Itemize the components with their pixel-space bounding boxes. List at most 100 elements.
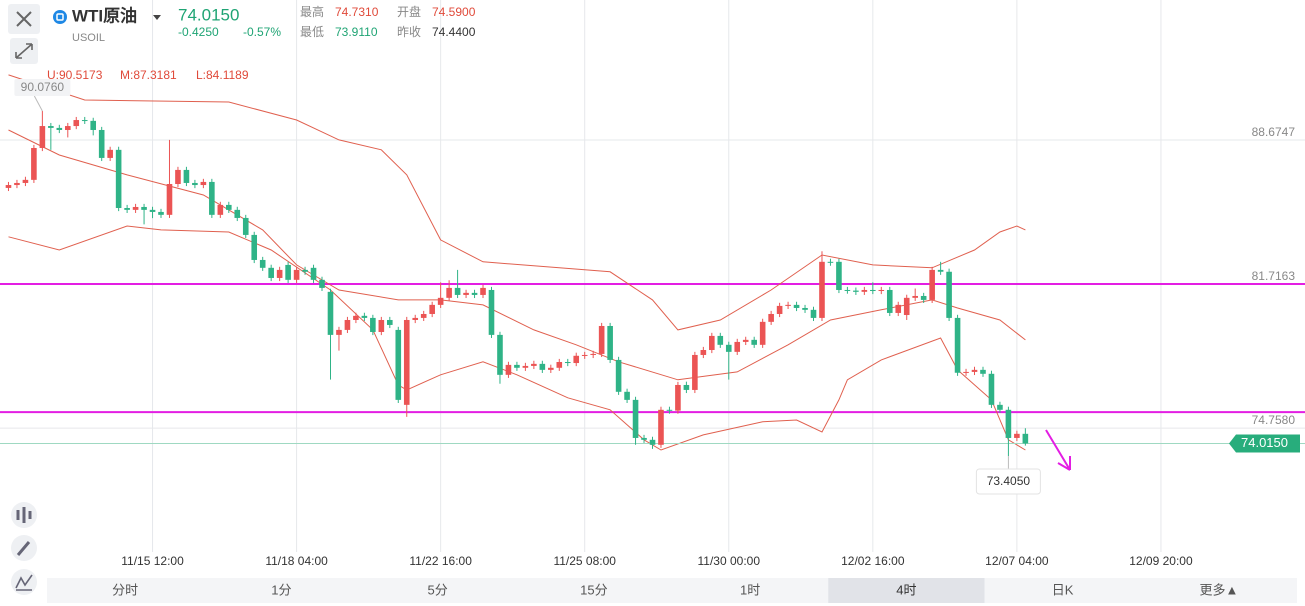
boll-middle: M:87.3181 xyxy=(120,68,177,82)
expand-icon xyxy=(15,43,33,59)
candle-body xyxy=(827,261,834,263)
candle-body xyxy=(997,404,1003,410)
candle-body xyxy=(370,317,376,332)
symbol-icon-inner xyxy=(56,13,64,21)
x-tick-label: 11/15 12:00 xyxy=(121,554,184,568)
symbol-name[interactable]: WTI原油 xyxy=(72,5,137,25)
candle-body xyxy=(420,313,427,318)
candle-body xyxy=(403,319,410,405)
stat-label: 开盘 xyxy=(397,4,421,19)
candle-body xyxy=(234,209,241,218)
candle-body xyxy=(759,321,766,345)
candle-body xyxy=(488,289,495,335)
candle-body xyxy=(963,371,969,373)
x-tick-label: 11/30 00:00 xyxy=(698,554,761,568)
max-box xyxy=(14,79,71,96)
candle-body xyxy=(22,179,29,183)
candle-body xyxy=(980,369,986,374)
candle-body xyxy=(454,287,461,295)
symbol-code: USOIL xyxy=(72,32,105,44)
candle-body xyxy=(632,399,639,438)
candle-body xyxy=(954,317,961,373)
candle-body xyxy=(548,367,554,370)
candle-body xyxy=(107,149,113,158)
candle-body xyxy=(683,384,690,390)
tab-label: 更多▲ xyxy=(1199,582,1238,597)
draw-icon xyxy=(16,541,31,556)
stat-value: 74.5900 xyxy=(432,5,476,19)
tab-label: 1分 xyxy=(271,582,291,597)
candle-body xyxy=(217,204,224,215)
candle-body xyxy=(810,309,817,318)
candle-body xyxy=(819,261,825,318)
candle-body xyxy=(539,363,546,370)
candle-body xyxy=(209,181,215,215)
stat-label: 昨收 xyxy=(397,25,421,39)
candle-body xyxy=(946,271,952,318)
candle-body xyxy=(878,289,885,292)
candle-body xyxy=(387,319,393,325)
tab-label: 4时 xyxy=(896,582,916,597)
candle-body xyxy=(836,261,842,290)
candle-body xyxy=(802,307,808,310)
line-icon xyxy=(15,574,33,591)
candle-body xyxy=(319,279,325,288)
y-tick-label: 74.7580 xyxy=(1252,413,1296,427)
candle-body xyxy=(5,185,12,188)
bollinger-band xyxy=(8,74,1026,331)
change: -0.4250 xyxy=(178,25,219,39)
stat-label: 最低 xyxy=(300,25,324,39)
candle-body xyxy=(751,339,757,345)
candle-body xyxy=(310,267,317,280)
boll-upper: U:90.5173 xyxy=(47,68,103,82)
x-tick-label: 11/18 04:00 xyxy=(265,554,328,568)
candle-body xyxy=(505,364,512,375)
last-price-tag xyxy=(1229,434,1300,453)
candle-body xyxy=(259,259,266,268)
candle-body xyxy=(861,289,868,292)
drawn-arrow xyxy=(1045,429,1071,471)
boll-lower: L:84.1189 xyxy=(196,68,249,82)
candle-body xyxy=(607,325,613,360)
x-tick-label: 12/07 04:00 xyxy=(985,554,1049,568)
tab-bar xyxy=(47,578,1297,603)
dropdown-arrow[interactable] xyxy=(153,15,161,20)
candle-body xyxy=(514,364,520,368)
candle-body xyxy=(870,289,876,292)
candle-body xyxy=(734,341,741,352)
candle-body xyxy=(1022,433,1029,444)
close-icon xyxy=(16,11,32,27)
candle-body xyxy=(48,126,54,128)
candle-body xyxy=(692,354,698,390)
tab-label: 15分 xyxy=(580,582,607,597)
candle-body xyxy=(937,269,944,272)
candle-body xyxy=(429,304,435,314)
candle-body xyxy=(1005,409,1012,438)
candle-body xyxy=(56,127,63,130)
stat-value: 74.7310 xyxy=(335,5,379,19)
max-label: 90.0760 xyxy=(21,80,65,94)
plot: 88.6747 81.7163 74.7580 11/15 12:00 11/18 04… xyxy=(0,0,1305,568)
candle-body xyxy=(353,315,359,320)
candle-body xyxy=(742,339,749,342)
candle-body xyxy=(64,126,71,130)
candle-body xyxy=(929,269,935,300)
candle-body xyxy=(344,319,351,330)
candle-body xyxy=(573,355,580,364)
candle-body xyxy=(124,208,130,210)
stat-value: 74.4400 xyxy=(432,25,476,39)
candle-body xyxy=(251,234,258,260)
min-box xyxy=(975,468,1041,495)
tab[interactable] xyxy=(828,578,985,603)
candle-body xyxy=(183,169,190,183)
candle-body xyxy=(725,344,732,352)
candle-body xyxy=(302,269,308,272)
candle-body xyxy=(522,365,529,368)
candle-body xyxy=(395,329,402,400)
candle-body xyxy=(463,292,469,295)
candle-body xyxy=(895,304,902,313)
candle-body xyxy=(785,304,791,306)
candle-body xyxy=(598,325,605,354)
candle-body xyxy=(556,361,563,368)
candle-body xyxy=(471,292,478,295)
